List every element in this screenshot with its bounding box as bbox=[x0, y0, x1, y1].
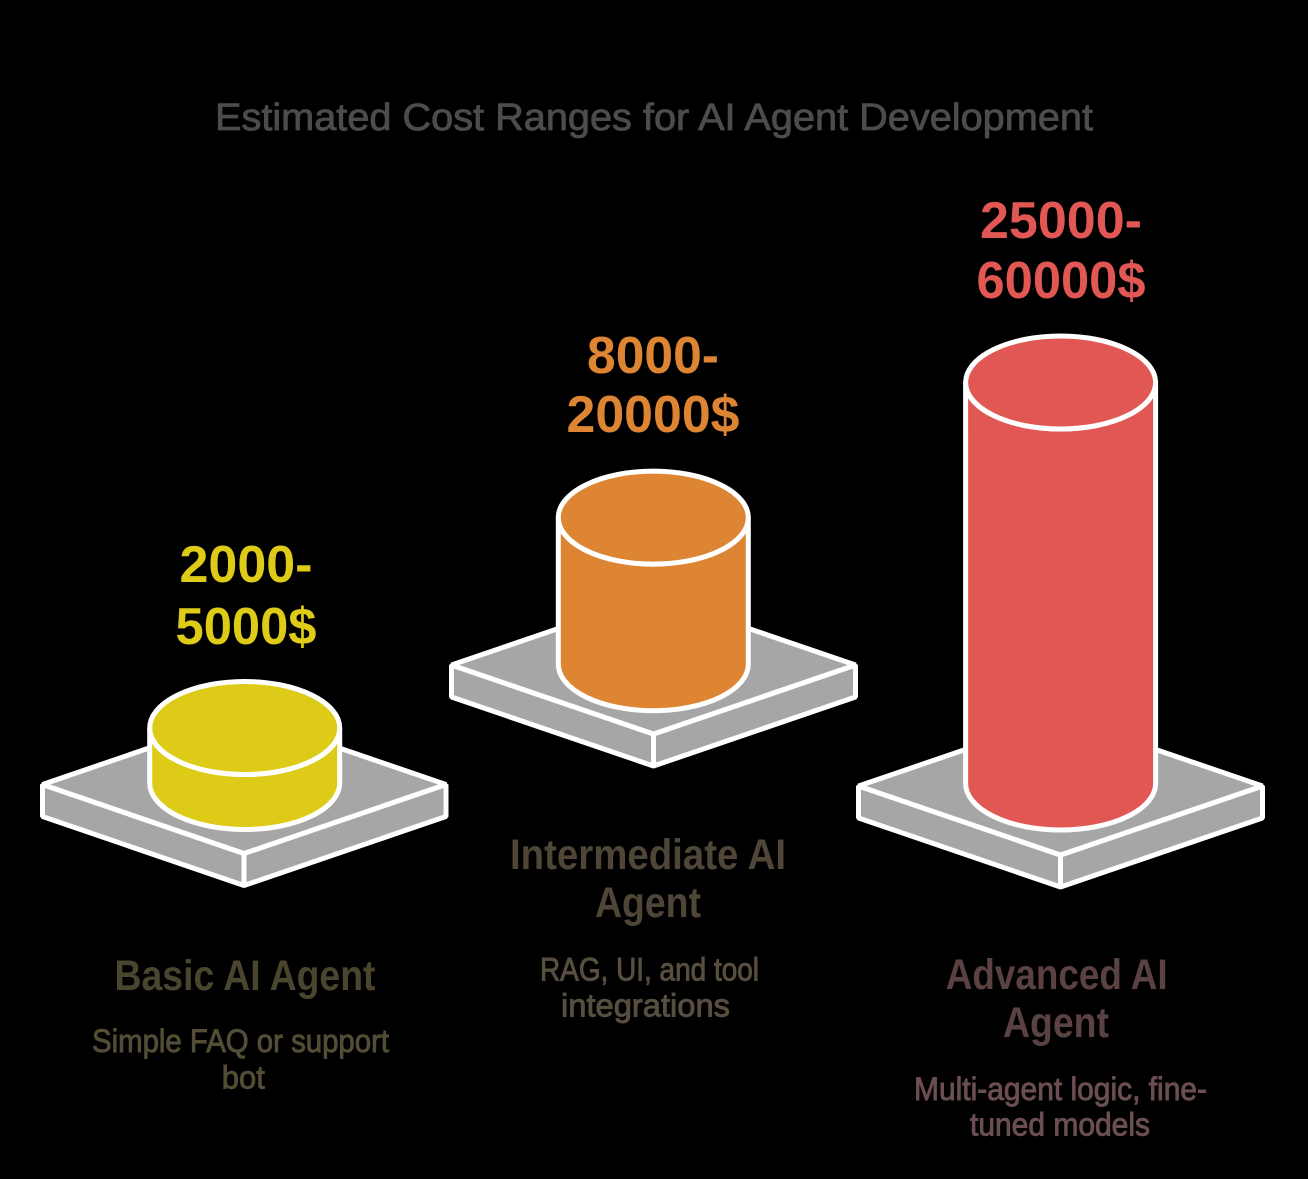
svg-text:Intermediate AI: Intermediate AI bbox=[510, 831, 786, 879]
svg-text:2000-: 2000- bbox=[180, 536, 313, 594]
svg-text:Agent: Agent bbox=[595, 879, 701, 927]
svg-text:tuned models: tuned models bbox=[970, 1107, 1150, 1143]
svg-text:Agent: Agent bbox=[1003, 999, 1109, 1047]
svg-text:Simple FAQ or support: Simple FAQ or support bbox=[92, 1023, 389, 1059]
svg-text:RAG, UI, and tool: RAG, UI, and tool bbox=[540, 952, 759, 988]
svg-text:8000-: 8000- bbox=[587, 327, 719, 385]
svg-text:Advanced AI: Advanced AI bbox=[946, 951, 1168, 999]
svg-text:integrations: integrations bbox=[561, 988, 730, 1024]
svg-text:Estimated Cost Ranges for AI A: Estimated Cost Ranges for AI Agent Devel… bbox=[215, 97, 1093, 139]
svg-text:60000$: 60000$ bbox=[977, 252, 1146, 310]
svg-text:5000$: 5000$ bbox=[176, 598, 317, 656]
svg-text:Multi-agent logic, fine-: Multi-agent logic, fine- bbox=[914, 1071, 1207, 1107]
svg-text:Basic AI Agent: Basic AI Agent bbox=[115, 952, 376, 1000]
svg-text:20000$: 20000$ bbox=[567, 386, 740, 444]
svg-text:bot: bot bbox=[222, 1060, 265, 1096]
svg-text:25000-: 25000- bbox=[980, 192, 1142, 250]
